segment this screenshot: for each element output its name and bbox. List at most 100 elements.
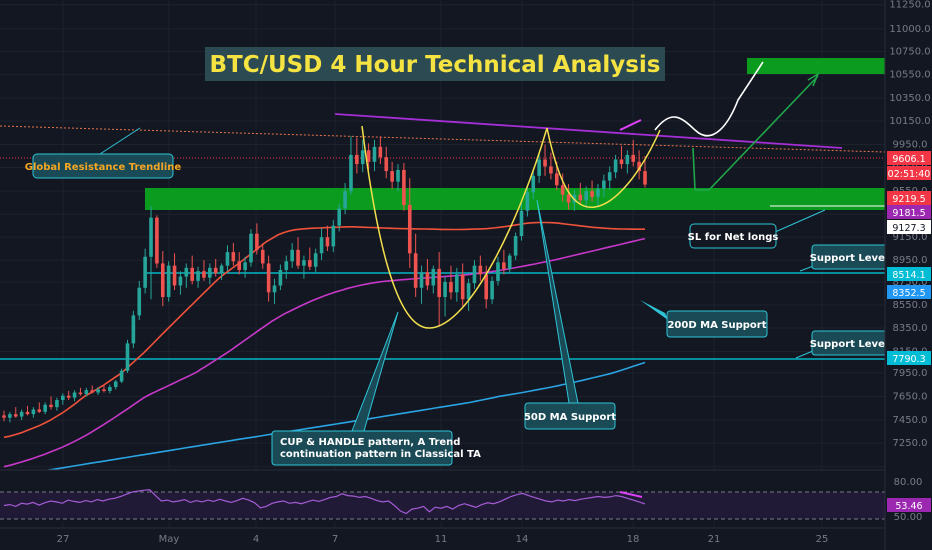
- candle-body: [137, 287, 142, 316]
- price-tag-label: 9181.5: [892, 208, 925, 219]
- projection-curve: [654, 61, 764, 137]
- candle-body: [613, 159, 618, 173]
- rsi-value-tag: [887, 498, 931, 512]
- candle-body: [290, 249, 294, 262]
- candle-body: [355, 154, 359, 165]
- candle-body: [255, 233, 259, 250]
- candle-body: [190, 267, 194, 281]
- candle-body: [390, 171, 394, 182]
- handle-curve: [546, 127, 661, 208]
- candle-body: [637, 161, 641, 172]
- price-tag-bg: [887, 351, 931, 365]
- cup-curve: [361, 125, 548, 329]
- target-arrow: [692, 75, 819, 191]
- candle-body: [554, 173, 559, 186]
- candle-body: [108, 387, 112, 391]
- x-tick-label: 18: [627, 534, 640, 545]
- candle-body: [72, 392, 77, 398]
- candle-body: [413, 253, 418, 288]
- candle-body: [584, 191, 588, 201]
- candle-body: [19, 411, 24, 417]
- candle-body: [278, 270, 283, 286]
- candle-body: [55, 400, 59, 408]
- rsi-value-label: 53.46: [895, 501, 922, 512]
- x-tick-label: 4: [253, 534, 259, 545]
- ma50-callout: [524, 402, 616, 430]
- candle-body: [513, 236, 518, 256]
- candle-body: [166, 265, 171, 297]
- candle-body: [466, 283, 471, 300]
- resistance-callout: [32, 153, 174, 179]
- title-box: [205, 47, 665, 81]
- candle-body: [437, 268, 441, 297]
- y-tick-label: 10750.0: [889, 46, 930, 57]
- candle-body: [284, 261, 289, 271]
- y-tick-label: 7250.0: [893, 438, 928, 449]
- candle-body: [61, 395, 65, 401]
- candle-body: [360, 150, 365, 165]
- candle-body: [90, 390, 95, 393]
- breakout-marker: [619, 119, 642, 131]
- y-tick-label: 10350.0: [889, 93, 930, 104]
- candle-body: [596, 188, 600, 197]
- x-tick-label: 7: [332, 534, 338, 545]
- candle-body: [337, 208, 342, 226]
- candle-body: [625, 154, 630, 165]
- candle-body: [160, 263, 165, 297]
- target-arrowhead: [807, 72, 820, 87]
- candle-body: [37, 409, 42, 412]
- candle-body: [396, 169, 400, 182]
- candle-body: [302, 260, 306, 266]
- y-tick-label: 10150.0: [889, 116, 930, 127]
- rsi-pane: [0, 469, 885, 522]
- candle-body: [631, 154, 636, 162]
- candle-body: [155, 217, 159, 264]
- rsi-marker: [619, 491, 643, 498]
- ma200-callout-pointer: [640, 300, 668, 320]
- candle-body: [455, 274, 459, 293]
- candle-body: [184, 267, 189, 277]
- candle-body: [490, 280, 494, 300]
- candle-body: [449, 282, 453, 293]
- candle-body: [266, 263, 271, 293]
- x-tick-label: 25: [816, 534, 829, 545]
- candles: [2, 136, 647, 423]
- candle-body: [307, 260, 312, 267]
- candle-body: [607, 172, 612, 181]
- candle-body: [13, 414, 18, 417]
- ma200-label: 200D MA Support: [667, 320, 766, 331]
- y-tick-label: 8750.0: [893, 277, 928, 288]
- price-tag-label: 9606.1: [892, 154, 925, 165]
- rsi-tick-label: 50.00: [894, 512, 923, 523]
- candle-body: [43, 404, 47, 412]
- candle-body: [496, 262, 500, 281]
- price-tag-label: 8352.5: [892, 288, 925, 299]
- price-tag-bg: [887, 151, 931, 165]
- price-tag-bg: [887, 205, 931, 219]
- candle-body: [237, 261, 242, 271]
- candle-body: [460, 274, 465, 300]
- price-tag-label: 7790.3: [892, 354, 925, 365]
- price-pane: BTC/USD 4 Hour Technical Analysis Global…: [0, 47, 889, 479]
- candle-body: [507, 255, 512, 269]
- candle-body: [349, 154, 353, 192]
- resistance-label: Global Resistance Trendline: [25, 162, 182, 173]
- ma200-callout: [666, 310, 768, 338]
- support2-label: Support Level: [810, 339, 889, 350]
- candle-body: [407, 204, 412, 254]
- price-tag-label: 9219.5: [892, 194, 925, 205]
- x-tick-label: 27: [57, 534, 70, 545]
- candle-body: [378, 146, 383, 158]
- y-tick-label: 7650.0: [893, 391, 928, 402]
- moving-averages: [3, 221, 646, 479]
- rsi-polyline: [3, 489, 646, 515]
- candle-body: [549, 166, 553, 174]
- price-tag-label: 8514.1: [892, 270, 925, 281]
- candle-body: [208, 267, 212, 278]
- candle-body: [331, 225, 336, 247]
- candle-body: [178, 276, 183, 286]
- chart-title: BTC/USD 4 Hour Technical Analysis: [209, 52, 660, 78]
- candle-body: [125, 343, 130, 371]
- candle-body: [2, 415, 6, 418]
